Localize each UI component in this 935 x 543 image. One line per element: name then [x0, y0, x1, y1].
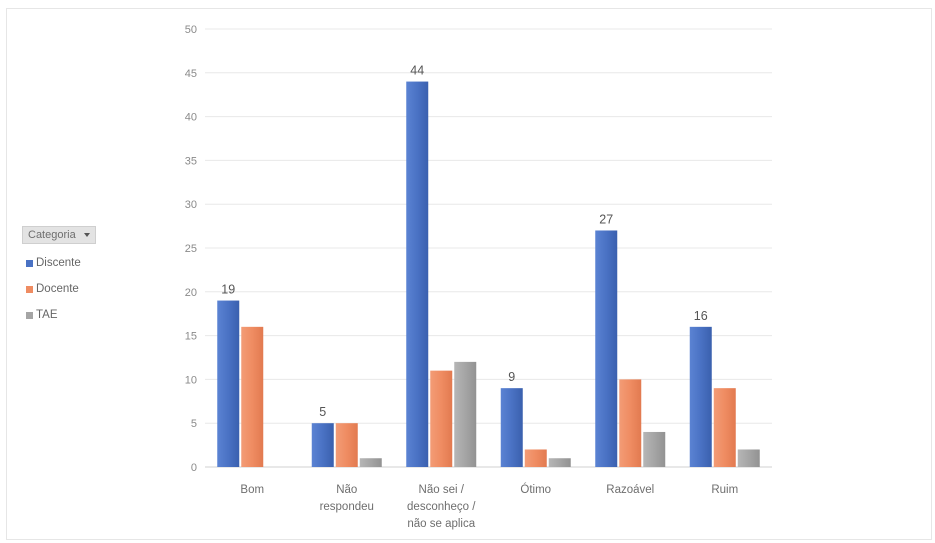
legend-label: Docente: [36, 283, 79, 295]
bar-tae: [454, 361, 477, 467]
bar-tae: [548, 458, 571, 467]
data-label: 9: [508, 370, 515, 384]
data-label: 16: [694, 309, 708, 323]
bar-docente: [241, 326, 264, 467]
x-category-label: desconheço /: [407, 501, 476, 513]
bar-docente: [430, 370, 453, 467]
bar-docente: [524, 449, 547, 467]
bar-discente: [217, 300, 240, 467]
x-axis-labels: Bom Não respondeu Não sei / desconheço / não …: [240, 483, 738, 530]
legend-item-docente: Docente: [26, 283, 96, 295]
y-tick-label: 15: [185, 331, 197, 343]
y-tick-label: 50: [185, 24, 197, 36]
data-label: 27: [599, 212, 613, 226]
y-tick-label: 20: [185, 287, 197, 299]
legend-label: TAE: [36, 309, 58, 321]
category-filter-label: Categoria: [28, 229, 76, 241]
x-category-label: Razoável: [606, 484, 654, 496]
y-axis-ticks: 0 5 10 15 20 25 30 35 40 45 50: [185, 24, 197, 474]
y-tick-label: 45: [185, 68, 197, 80]
category-filter-button[interactable]: Categoria: [22, 226, 96, 244]
x-category-label: Ruim: [711, 484, 738, 496]
bars: [217, 81, 760, 467]
legend-items: Discente Docente TAE: [22, 257, 96, 321]
legend-label: Discente: [36, 257, 81, 269]
bar-tae: [359, 458, 382, 467]
bar-docente: [619, 379, 642, 467]
y-tick-label: 35: [185, 155, 197, 167]
dropdown-arrow-icon: [83, 233, 90, 237]
legend-item-tae: TAE: [26, 309, 96, 321]
x-category-label: não se aplica: [407, 518, 475, 530]
legend: Categoria Discente Docente TAE: [22, 225, 96, 321]
legend-swatch: [26, 285, 33, 293]
bar-discente: [689, 326, 712, 467]
data-labels: 19 5 44 9 27 16: [221, 64, 707, 420]
legend-swatch: [26, 311, 33, 319]
y-tick-label: 25: [185, 243, 197, 255]
y-tick-label: 40: [185, 112, 197, 124]
x-category-label: Não: [336, 484, 357, 496]
legend-item-discente: Discente: [26, 257, 96, 269]
bar-discente: [311, 423, 334, 467]
x-category-label: Não sei /: [419, 484, 465, 496]
y-tick-label: 10: [185, 374, 197, 386]
data-label: 5: [319, 405, 326, 419]
legend-swatch: [26, 259, 33, 267]
y-tick-label: 30: [185, 199, 197, 211]
y-tick-label: 0: [191, 462, 197, 474]
bar-tae: [643, 431, 666, 467]
x-category-label: Bom: [240, 484, 264, 496]
y-tick-label: 5: [191, 418, 197, 430]
bar-discente: [595, 230, 618, 467]
bar-discente: [406, 81, 429, 467]
bar-docente: [335, 423, 358, 467]
bar-discente: [500, 388, 523, 467]
bar-docente: [713, 388, 736, 467]
gridlines: [205, 28, 772, 468]
data-label: 19: [221, 283, 235, 297]
bar-tae: [737, 449, 760, 467]
x-category-label: Ótimo: [520, 483, 551, 496]
x-category-label: respondeu: [320, 501, 374, 513]
data-label: 44: [410, 64, 424, 78]
